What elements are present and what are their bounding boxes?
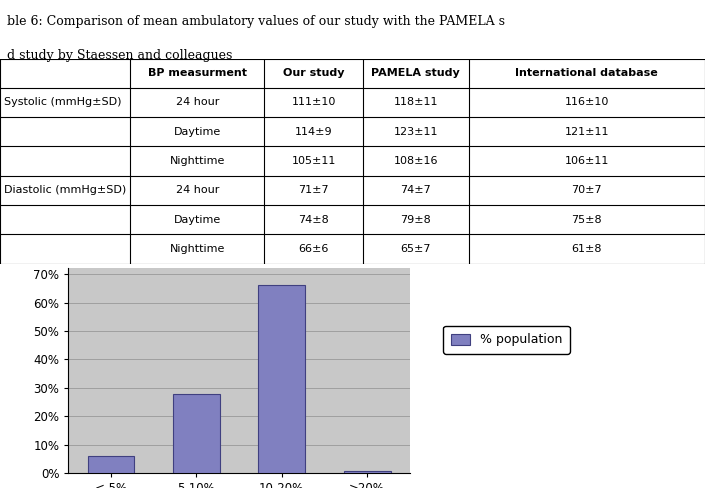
Text: Systolic (mmHg±SD): Systolic (mmHg±SD) — [4, 98, 121, 107]
Text: Daytime: Daytime — [174, 127, 221, 137]
Text: 111±10: 111±10 — [291, 98, 336, 107]
Text: Nighttime: Nighttime — [170, 244, 225, 254]
Text: PAMELA study: PAMELA study — [371, 68, 460, 78]
Text: Daytime: Daytime — [174, 215, 221, 224]
Bar — [258, 285, 306, 473]
Text: 106±11: 106±11 — [564, 156, 609, 166]
Text: Our study: Our study — [283, 68, 344, 78]
Text: 70±7: 70±7 — [572, 185, 602, 195]
Text: Diastolic (mmHg±SD): Diastolic (mmHg±SD) — [4, 185, 126, 195]
Text: 108±16: 108±16 — [393, 156, 438, 166]
Bar — [344, 470, 390, 473]
Text: 105±11: 105±11 — [291, 156, 336, 166]
Text: ble 6: Comparison of mean ambulatory values of our study with the PAMELA s: ble 6: Comparison of mean ambulatory val… — [7, 15, 505, 28]
Text: BP measurment: BP measurment — [148, 68, 247, 78]
Text: 74±8: 74±8 — [298, 215, 329, 224]
Text: 118±11: 118±11 — [393, 98, 438, 107]
Text: International database: International database — [516, 68, 658, 78]
Text: 121±11: 121±11 — [564, 127, 609, 137]
Text: 79±8: 79±8 — [400, 215, 431, 224]
Text: Nighttime: Nighttime — [170, 156, 225, 166]
Text: 65±7: 65±7 — [400, 244, 431, 254]
Text: 116±10: 116±10 — [564, 98, 609, 107]
Text: 75±8: 75±8 — [572, 215, 602, 224]
Bar — [173, 394, 220, 473]
Text: 61±8: 61±8 — [572, 244, 602, 254]
Text: 71±7: 71±7 — [298, 185, 329, 195]
Text: 74±7: 74±7 — [400, 185, 431, 195]
Legend: % population: % population — [444, 326, 569, 354]
Text: 24 hour: 24 hour — [175, 98, 219, 107]
Text: 66±6: 66±6 — [298, 244, 329, 254]
Text: d study by Staessen and colleagues: d study by Staessen and colleagues — [7, 49, 232, 62]
Text: 24 hour: 24 hour — [175, 185, 219, 195]
Text: 114±9: 114±9 — [295, 127, 332, 137]
Text: 123±11: 123±11 — [393, 127, 438, 137]
Bar — [88, 456, 134, 473]
